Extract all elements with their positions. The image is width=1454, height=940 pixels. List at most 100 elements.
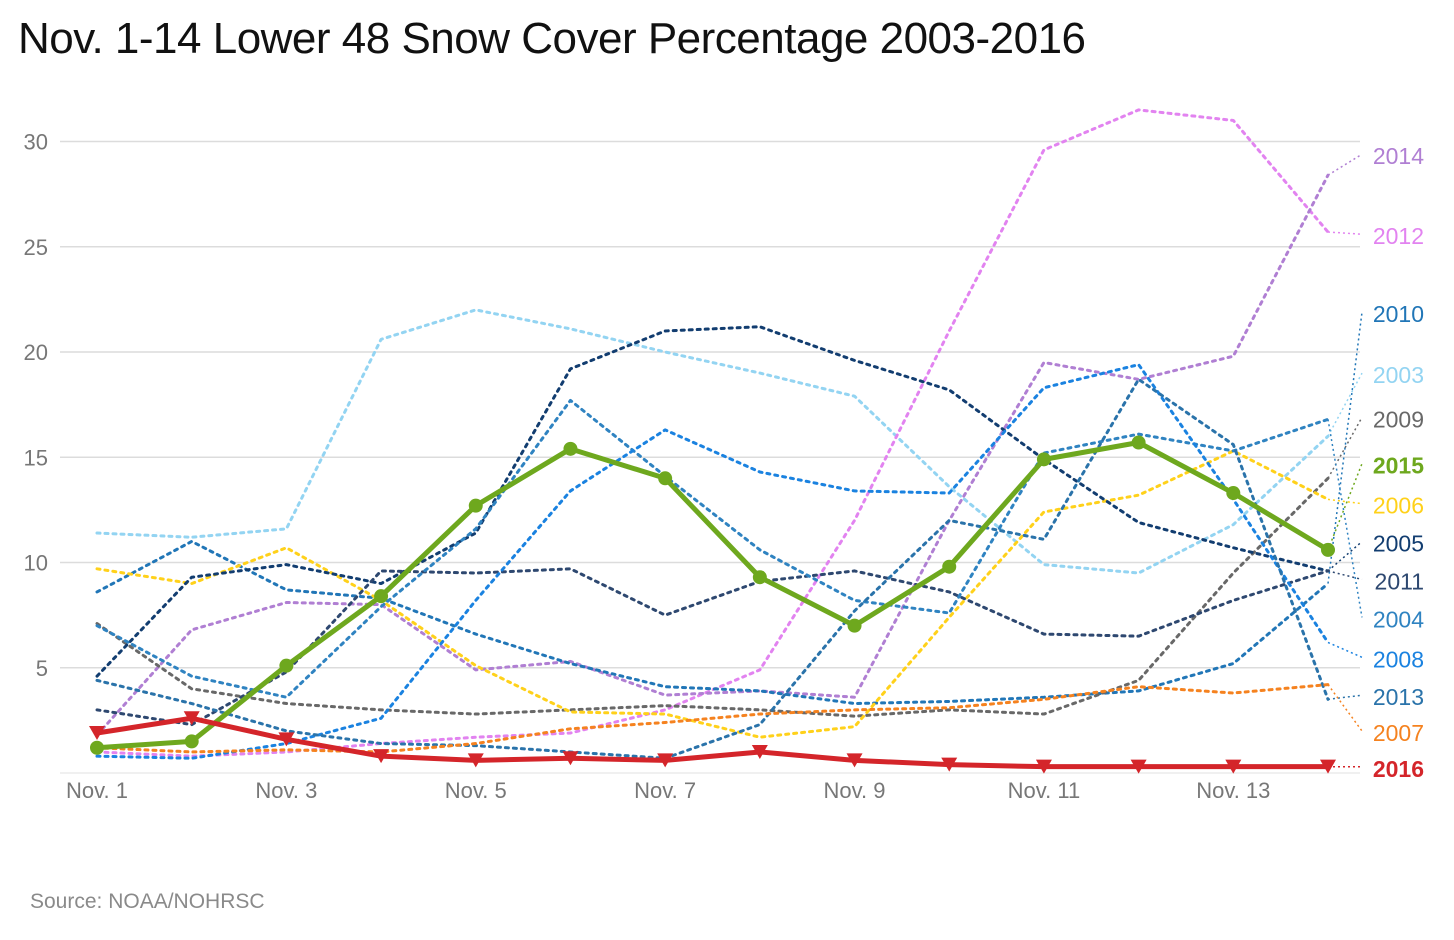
grid-lines [60, 140, 1360, 774]
y-tick-label: 15 [24, 445, 48, 470]
series-lines [89, 108, 1363, 774]
data-point [467, 753, 484, 768]
data-point [1131, 435, 1146, 450]
series-line-2012 [95, 108, 1330, 758]
data-point [184, 734, 199, 749]
series-2010 [95, 312, 1363, 706]
series-line-2003 [95, 308, 1330, 575]
y-tick-label: 5 [36, 656, 48, 681]
series-2013 [95, 377, 1363, 760]
data-point [1036, 452, 1051, 467]
data-point [90, 740, 104, 755]
data-point [1226, 486, 1241, 501]
data-point [657, 753, 674, 768]
data-point [752, 570, 767, 585]
series-label-2011: 2011 [1375, 568, 1424, 594]
data-point [563, 441, 578, 456]
series-label-2014: 2014 [1373, 143, 1424, 169]
label-leader-2013 [1327, 694, 1363, 701]
series-line-2006 [95, 449, 1330, 739]
data-point [751, 744, 768, 759]
series-2011 [95, 567, 1363, 727]
series-label-2003: 2003 [1373, 362, 1424, 388]
data-point [942, 559, 957, 574]
series-line-2007 [95, 683, 1330, 754]
series-label-2004: 2004 [1373, 606, 1424, 632]
series-2007 [95, 683, 1363, 754]
label-leader-2008 [1327, 641, 1363, 659]
series-2014 [95, 153, 1363, 737]
data-point [1130, 759, 1147, 774]
series-line-2011 [95, 567, 1330, 727]
series-label-2008: 2008 [1373, 646, 1424, 672]
y-tick-label: 20 [24, 340, 48, 365]
label-leader-2010 [1327, 312, 1363, 584]
series-label-2009: 2009 [1373, 406, 1424, 432]
data-point [374, 589, 389, 604]
series-line-2009 [95, 476, 1330, 718]
series-line-2008 [95, 363, 1330, 760]
series-2015 [90, 435, 1363, 755]
series-2003 [95, 308, 1363, 575]
label-leader-2006 [1327, 498, 1363, 505]
data-point [1225, 759, 1242, 774]
chart-title: Nov. 1-14 Lower 48 Snow Cover Percentage… [18, 14, 1086, 63]
series-line-2010 [95, 539, 1330, 706]
series-2006 [95, 449, 1363, 739]
source-note: Source: NOAA/NOHRSC [30, 890, 265, 913]
y-tick-label: 25 [24, 235, 48, 260]
label-leader-2003 [1327, 372, 1363, 437]
series-line-2005 [95, 325, 1330, 678]
label-leader-2007 [1327, 684, 1363, 732]
data-point [1321, 542, 1335, 557]
series-2004 [95, 398, 1363, 699]
label-leader-2015 [1327, 463, 1363, 551]
x-tick-label: Nov. 5 [445, 778, 507, 803]
series-2008 [95, 363, 1363, 760]
label-leader-2011 [1327, 570, 1363, 581]
data-point [468, 498, 483, 513]
series-label-2010: 2010 [1373, 301, 1424, 327]
series-2016 [89, 711, 1363, 774]
label-leader-2004 [1327, 419, 1363, 618]
series-line-2004 [95, 398, 1330, 699]
data-point [847, 618, 862, 633]
x-tick-label: Nov. 3 [255, 778, 317, 803]
y-tick-label: 30 [24, 130, 48, 155]
series-2009 [95, 416, 1363, 718]
data-point [278, 732, 295, 747]
x-tick-label: Nov. 9 [824, 778, 886, 803]
series-label-2015: 2015 [1373, 453, 1424, 479]
series-label-2007: 2007 [1373, 720, 1424, 746]
axis-ticks: 5 10 15 20 25 30 Nov. 1 Nov. 3 Nov. 5 Nov. 7 Nov. … [24, 130, 1271, 804]
data-point [1035, 759, 1052, 774]
data-point [562, 751, 579, 766]
data-point [941, 757, 958, 772]
x-tick-label: Nov. 1 [66, 778, 128, 803]
label-leader-2012 [1327, 231, 1363, 235]
data-point [846, 753, 863, 768]
label-leader-2009 [1327, 416, 1363, 479]
series-2012 [95, 108, 1363, 758]
series-2005 [95, 325, 1363, 678]
series-label-2006: 2006 [1373, 493, 1424, 519]
data-point [373, 749, 390, 764]
series-label-2013: 2013 [1373, 684, 1424, 710]
x-tick-label: Nov. 7 [634, 778, 696, 803]
data-point [279, 658, 294, 673]
series-labels: 2003 2012 2014 2010 2009 2006 2005 2011 2004 2008… [1373, 143, 1424, 782]
data-point [1320, 759, 1336, 774]
data-point [183, 711, 200, 726]
series-label-2005: 2005 [1373, 531, 1424, 557]
series-line-2014 [95, 173, 1330, 737]
series-line-2013 [95, 377, 1330, 760]
label-leader-2014 [1327, 153, 1363, 176]
x-tick-label: Nov. 11 [1008, 778, 1081, 803]
series-line-2016 [94, 715, 1331, 770]
x-tick-label: Nov. 13 [1196, 778, 1270, 803]
series-label-2016: 2016 [1373, 756, 1424, 782]
series-line-2015 [94, 440, 1331, 751]
y-tick-label: 10 [24, 551, 48, 576]
data-point [658, 471, 673, 486]
